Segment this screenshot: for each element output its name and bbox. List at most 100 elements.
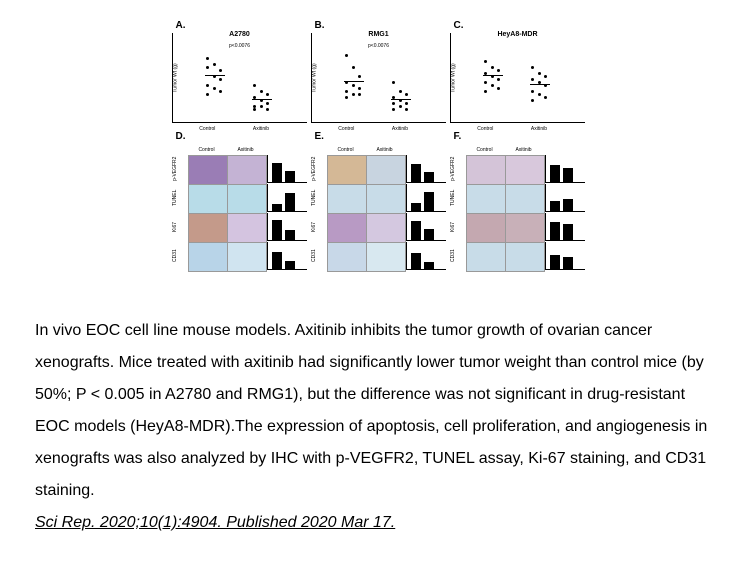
data-point [345, 90, 348, 93]
x-axis-label-control: Control [338, 126, 354, 132]
data-point [260, 105, 263, 108]
ihc-image-cell [327, 242, 367, 272]
ihc-panel: p-VEGFR2TUNELKi67CD31ControlAxitinib [172, 142, 307, 270]
ihc-grid: ControlAxitinib [188, 142, 265, 270]
panel-label: D. [176, 131, 186, 142]
bar-chart [267, 242, 307, 270]
bar-chart [545, 242, 585, 270]
ihc-row-label: Ki67 [450, 213, 464, 241]
data-point [213, 63, 216, 66]
bar [272, 204, 282, 211]
bar [411, 221, 421, 240]
ihc-image-cell [505, 213, 545, 243]
bar-chart [545, 184, 585, 212]
ihc-image-cell [366, 155, 406, 185]
bar [424, 192, 434, 211]
scatter-plot: RMG1p<0.0076Tumor Wt (g)ControlAxitinib [311, 33, 446, 123]
figure-container: A. A2780p<0.0076Tumor Wt (g)ControlAxitin… [20, 20, 736, 285]
data-point [405, 108, 408, 111]
data-point [253, 84, 256, 87]
mean-line [483, 75, 503, 76]
data-point [345, 54, 348, 57]
scatter-plot: A2780p<0.0076Tumor Wt (g)ControlAxitinib [172, 33, 307, 123]
ihc-image-cell [227, 242, 267, 272]
data-point [213, 87, 216, 90]
data-point [392, 81, 395, 84]
scatter-title: RMG1 [368, 31, 388, 38]
panel-label: F. [454, 131, 462, 142]
data-point [538, 72, 541, 75]
panel-label: A. [176, 20, 186, 31]
ihc-panel: p-VEGFR2TUNELKi67CD31ControlAxitinib [311, 142, 446, 270]
data-point [392, 108, 395, 111]
data-point [544, 96, 547, 99]
ihc-image-cell [466, 242, 506, 272]
ihc-image-cell [505, 155, 545, 185]
bar [563, 257, 573, 269]
ihc-image-cell [466, 213, 506, 243]
data-point [266, 93, 269, 96]
data-point [484, 81, 487, 84]
ihc-row-label: TUNEL [311, 184, 325, 212]
bar-chart [406, 184, 446, 212]
bar [424, 229, 434, 240]
data-point [206, 93, 209, 96]
data-point [491, 84, 494, 87]
bar [550, 201, 560, 211]
ihc-row-label: CD31 [311, 242, 325, 270]
panel-label: E. [315, 131, 324, 142]
bar [411, 253, 421, 269]
ihc-col-header: Control [327, 147, 365, 154]
scatter-title: HeyA8-MDR [497, 31, 537, 38]
ihc-image-cell [327, 184, 367, 214]
data-point [358, 93, 361, 96]
data-point [206, 84, 209, 87]
x-axis-label-control: Control [477, 126, 493, 132]
data-point [484, 90, 487, 93]
bar [272, 163, 282, 182]
ihc-row-label: p-VEGFR2 [311, 155, 325, 183]
data-point [399, 105, 402, 108]
bar [550, 255, 560, 269]
mean-line [344, 81, 364, 82]
bar-charts [406, 142, 446, 270]
ihc-image-cell [227, 213, 267, 243]
y-axis-label: Tumor Wt (g) [450, 63, 456, 92]
y-axis-label: Tumor Wt (g) [172, 63, 178, 92]
ihc-image-cell [327, 155, 367, 185]
mean-line [205, 75, 225, 76]
ihc-image-cell [505, 184, 545, 214]
bar [272, 252, 282, 269]
data-point [531, 66, 534, 69]
bar [285, 171, 295, 182]
mean-line [252, 99, 272, 100]
ihc-image-cell [227, 155, 267, 185]
ihc-col-header: Axitinib [505, 147, 543, 154]
ihc-row-label: TUNEL [172, 184, 186, 212]
ihc-col-header: Axitinib [366, 147, 404, 154]
ihc-row-label: CD31 [450, 242, 464, 270]
bar-chart [267, 155, 307, 183]
data-point [206, 66, 209, 69]
ihc-grid: ControlAxitinib [327, 142, 404, 270]
ihc-col-header: Control [466, 147, 504, 154]
figure-caption: In vivo EOC cell line mouse models. Axit… [20, 315, 736, 539]
figure-column-2: C.HeyA8-MDRTumor Wt (g)ControlAxitinibF.… [450, 20, 585, 285]
figure-column-0: A. A2780p<0.0076Tumor Wt (g)ControlAxitin… [172, 20, 307, 285]
ihc-image-cell [188, 242, 228, 272]
data-point [266, 108, 269, 111]
bar-chart [406, 242, 446, 270]
bar-chart [406, 213, 446, 241]
ihc-image-cell [466, 155, 506, 185]
data-point [531, 99, 534, 102]
bar-chart [267, 213, 307, 241]
data-point [345, 96, 348, 99]
ihc-row-labels: p-VEGFR2TUNELKi67CD31 [450, 142, 464, 270]
data-point [392, 102, 395, 105]
data-point [491, 66, 494, 69]
data-point [484, 60, 487, 63]
data-point [497, 78, 500, 81]
ihc-image-cell [188, 155, 228, 185]
data-point [253, 108, 256, 111]
x-axis-label-treat: Axitinib [392, 126, 408, 132]
